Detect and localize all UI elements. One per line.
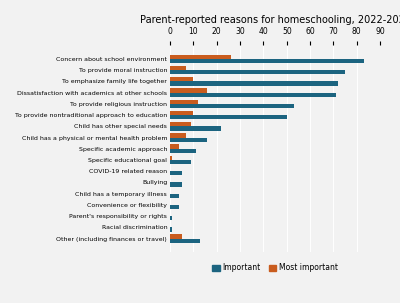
Legend: Important, Most important: Important, Most important <box>209 260 341 275</box>
Bar <box>170 111 193 115</box>
Bar <box>170 77 193 82</box>
Bar <box>170 171 182 175</box>
Title: Parent-reported reasons for homeschooling, 2022-2023: Parent-reported reasons for homeschoolin… <box>140 15 400 25</box>
Bar <box>170 115 287 119</box>
Bar <box>170 126 221 131</box>
Bar <box>170 93 336 97</box>
Bar <box>170 145 179 149</box>
Bar <box>170 194 179 198</box>
Bar <box>170 160 191 164</box>
Bar <box>170 104 294 108</box>
Bar <box>170 182 182 187</box>
Bar <box>170 149 196 153</box>
Bar <box>170 59 364 63</box>
Bar <box>170 66 186 70</box>
Bar <box>170 55 231 59</box>
Bar <box>170 227 172 231</box>
Bar <box>170 122 191 126</box>
Bar <box>170 70 345 75</box>
Bar <box>170 133 186 138</box>
Bar <box>170 238 200 243</box>
Bar <box>170 138 207 142</box>
Bar <box>170 100 198 104</box>
Bar <box>170 216 172 220</box>
Bar <box>170 82 338 86</box>
Bar <box>170 88 207 93</box>
Bar <box>170 234 182 238</box>
Bar <box>170 156 172 160</box>
Bar <box>170 205 179 209</box>
